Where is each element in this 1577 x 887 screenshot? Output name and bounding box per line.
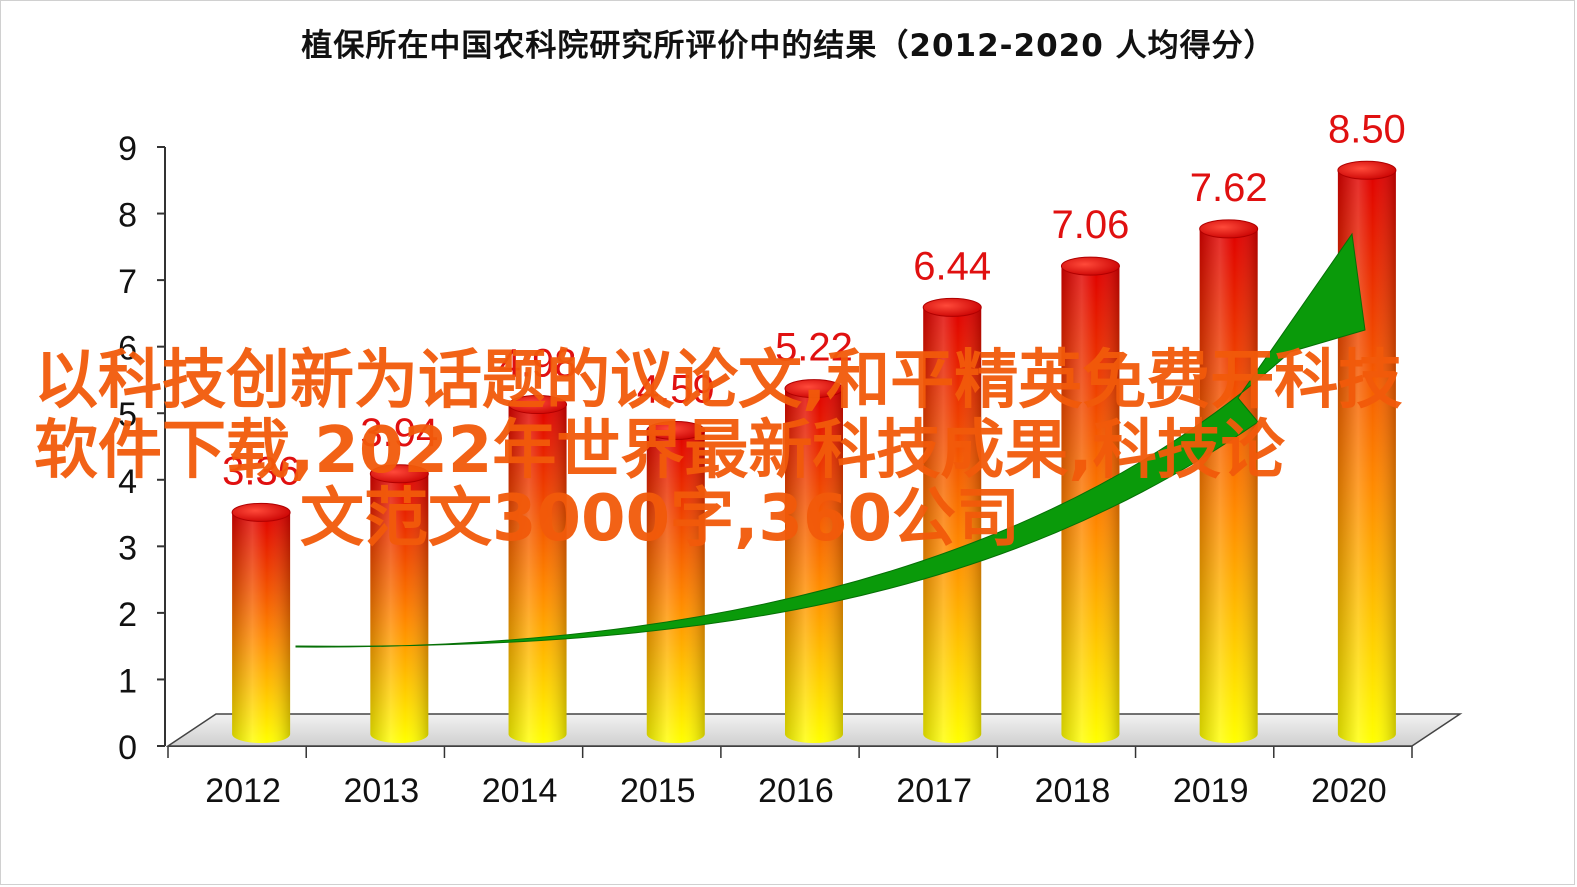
overlay-text-line-2: 软件下载,2022年世界最新科技成果,科技论 — [34, 414, 1285, 488]
chart-title: 植保所在中国农科院研究所评价中的结果（2012-2020 人均得分） — [301, 28, 1276, 64]
bar — [508, 395, 568, 743]
y-tick-label: 0 — [118, 729, 137, 767]
bar — [646, 421, 706, 743]
x-tick-label: 2012 — [205, 772, 281, 810]
bar-cap — [784, 379, 844, 399]
bar-cap — [1199, 219, 1259, 239]
bar-cap — [646, 421, 706, 441]
bar-value-label: 7.62 — [1190, 166, 1268, 210]
bar-cap — [231, 502, 291, 522]
trend-arrow-shape — [295, 232, 1366, 648]
bar-cap — [369, 464, 429, 484]
y-tick-label: 2 — [118, 596, 137, 634]
bar — [1199, 219, 1259, 743]
bar-cap — [922, 297, 982, 317]
bar-shading — [1199, 228, 1258, 743]
bar-value-label: 5.22 — [775, 326, 853, 370]
x-tick-label: 2020 — [1311, 772, 1387, 810]
x-tick-label: 2017 — [896, 772, 972, 810]
y-tick-label: 4 — [118, 463, 137, 501]
x-tick-label: 2014 — [482, 772, 558, 810]
bar-shading — [923, 307, 982, 743]
overlay-text-line-3: 文范文3000字,360公司 — [300, 482, 1021, 556]
bar-value-label: 6.44 — [913, 244, 991, 288]
bar-value-label: 4.98 — [499, 342, 577, 386]
bar-shading — [508, 404, 567, 743]
x-tick-label: 2013 — [344, 772, 420, 810]
x-tick-label: 2016 — [758, 772, 834, 810]
x-tick-label: 2018 — [1035, 772, 1111, 810]
bar — [231, 502, 291, 743]
bar-value-label: 7.06 — [1052, 203, 1130, 247]
bar-shading — [370, 473, 429, 743]
bar-cap — [508, 395, 568, 415]
y-tick-label: 1 — [118, 662, 137, 700]
y-tick-label: 7 — [118, 263, 137, 301]
bar-value-label: 3.94 — [360, 411, 438, 455]
bar-shading — [646, 430, 705, 743]
bars — [231, 160, 1397, 743]
bar-value-label: 3.36 — [222, 449, 300, 493]
x-tick-label: 2019 — [1173, 772, 1249, 810]
bar — [922, 297, 982, 743]
trend-arrow — [295, 232, 1366, 648]
bar-shading — [232, 512, 291, 743]
y-tick-label: 6 — [118, 330, 137, 368]
bar-cap — [1060, 256, 1120, 276]
y-tick-label: 5 — [118, 396, 137, 434]
y-tick-label: 9 — [118, 130, 137, 168]
value-labels: 3.36 3.94 4.98 4.59 5.22 6.44 7.06 7.62 8.50 — [222, 107, 1406, 493]
bar-value-label: 8.50 — [1328, 107, 1406, 151]
bar-value-label: 4.59 — [637, 368, 715, 412]
bar-cap — [1337, 160, 1397, 180]
y-tick-label: 8 — [118, 197, 137, 235]
bar — [369, 464, 429, 743]
x-tick-label: 2015 — [620, 772, 696, 810]
bar — [784, 379, 844, 743]
y-tick-label: 3 — [118, 529, 137, 567]
overlay-text-line-1: 以科技创新为话题的议论文,和平精英免费开科技 — [34, 344, 1403, 418]
bar-shading — [785, 388, 843, 743]
